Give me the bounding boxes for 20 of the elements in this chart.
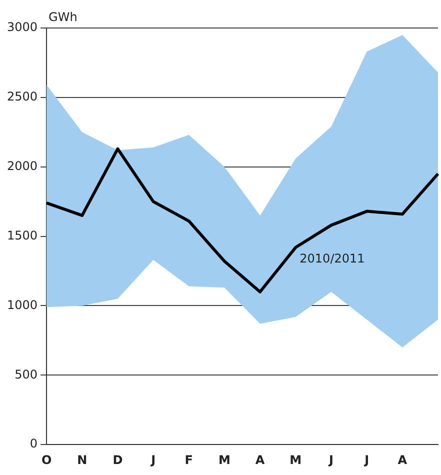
x-tick-label: J [328,452,334,467]
x-tick-label: N [77,452,88,467]
y-tick-label: 1500 [6,228,38,242]
y-tick-label: 1000 [6,298,38,312]
x-tick-label: A [255,452,266,467]
y-tick-label: 3000 [6,20,38,34]
y-tick-label: 0 [30,436,38,451]
y-axis-title: GWh [48,10,78,24]
x-tick-label: A [398,452,408,467]
x-tick-label: O [41,452,52,467]
x-tick-label: F [184,452,193,467]
x-tick-label: D [112,452,123,467]
x-tick-label: M [218,452,230,467]
y-tick-label: 2500 [6,90,38,104]
x-tick-label: J [150,452,156,467]
x-tick-label: M [290,452,302,467]
y-tick-label: 500 [14,367,38,382]
x-tick-label: J [364,452,370,467]
series-label: 2010/2011 [300,252,365,266]
y-tick-label: 2000 [6,158,38,173]
